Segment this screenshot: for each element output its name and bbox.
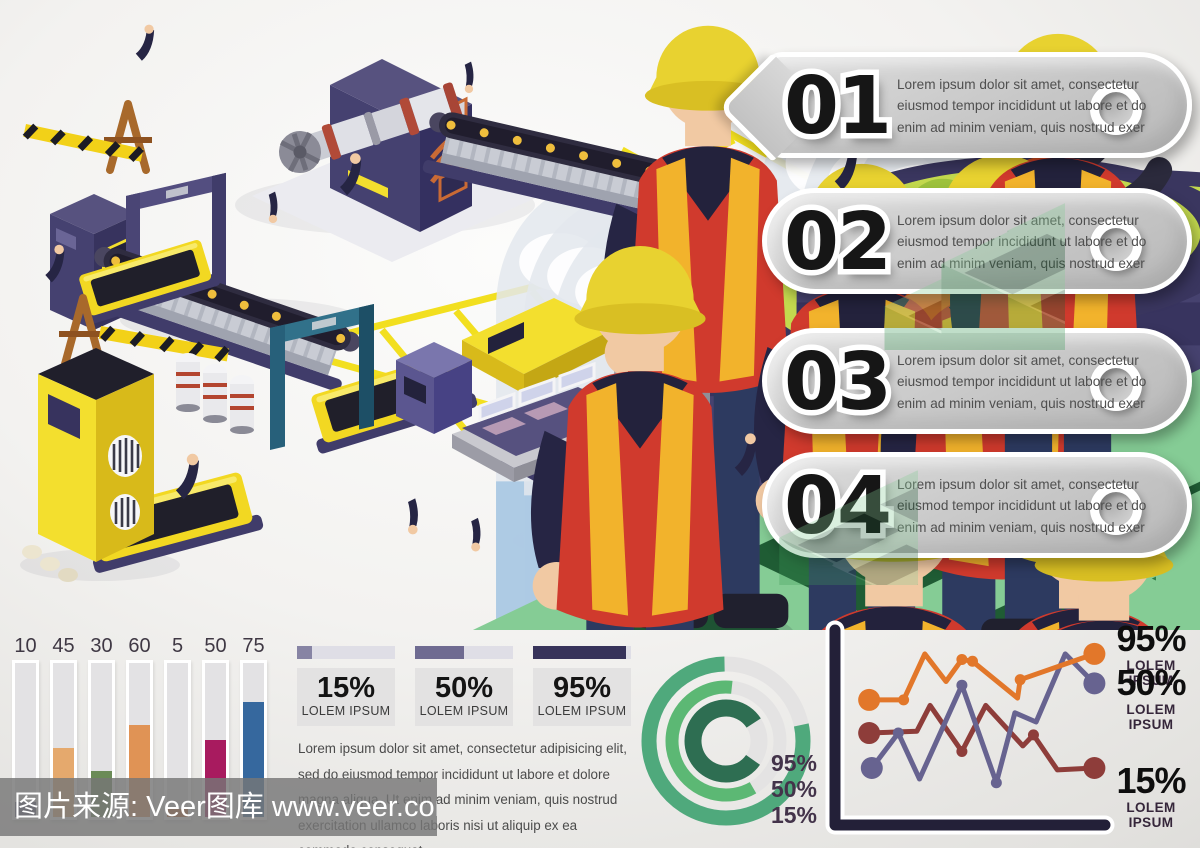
progress-track xyxy=(297,646,395,659)
line-legend-15: 15% LOLEM IPSUM xyxy=(1116,760,1186,831)
line-legend-50: 50% LOLEM IPSUM xyxy=(1116,662,1186,733)
caution-trestles xyxy=(22,100,230,368)
step-text: Lorem ipsum dolor sit amet, consectetur … xyxy=(897,353,1147,411)
ring-icon xyxy=(1090,359,1142,411)
stat-box: 95% LOLEM IPSUM xyxy=(533,668,631,726)
step-number: 04 04 xyxy=(779,455,898,558)
progress-fill xyxy=(533,646,627,659)
bar-value-label: 50 xyxy=(204,635,227,657)
bar-value-label: 60 xyxy=(128,635,151,657)
axis xyxy=(829,624,1111,831)
ring-icon xyxy=(1090,219,1142,271)
stat-block: 15% LOLEM IPSUM xyxy=(297,646,395,726)
ring-icon xyxy=(1090,483,1142,535)
bar-value-label: 5 xyxy=(171,635,184,657)
step-banner-1: 01 01 Lorem ipsum dolor sit amet, consect… xyxy=(762,52,1192,158)
step-number: 01 01 xyxy=(779,55,898,158)
bar-value-label: 30 xyxy=(90,635,113,657)
bar-value-label: 10 xyxy=(14,635,37,657)
step-banner-4: 04 04 Lorem ipsum dolor sit amet, consect… xyxy=(762,452,1192,558)
donut-chart: 95% 50% 15% xyxy=(633,648,819,834)
progress-stats: 15% LOLEM IPSUM 50% LOLEM IPSUM 95% LOLE… xyxy=(297,646,631,726)
step-banner-2: 02 02 Lorem ipsum dolor sit amet, consect… xyxy=(762,188,1192,294)
step-number: 03 03 xyxy=(779,331,898,434)
stat-box: 15% LOLEM IPSUM xyxy=(297,668,395,726)
progress-track xyxy=(533,646,631,659)
line-legend-95: 95% LOLEM IPSUM xyxy=(1116,618,1186,689)
yellow-speaker-machine xyxy=(22,348,154,582)
step-number: 02 02 xyxy=(779,191,898,294)
step-banner-3: 03 03 Lorem ipsum dolor sit amet, consect… xyxy=(762,328,1192,434)
progress-track xyxy=(415,646,513,659)
step-text: Lorem ipsum dolor sit amet, consectetur … xyxy=(897,213,1147,271)
progress-fill xyxy=(297,646,312,659)
watermark: 图片来源: Veer图库 www.veer.com xyxy=(0,778,437,836)
step-text: Lorem ipsum dolor sit amet, consectetur … xyxy=(897,477,1147,535)
bar-value-label: 45 xyxy=(52,635,75,657)
line-chart xyxy=(818,620,1120,848)
teal-gate-frame xyxy=(270,303,374,450)
donut-labels: 95% 50% 15% xyxy=(770,750,817,828)
stat-block: 95% LOLEM IPSUM xyxy=(533,646,631,726)
stat-box: 50% LOLEM IPSUM xyxy=(415,668,513,726)
bar-value-label: 75 xyxy=(242,635,265,657)
stat-block: 50% LOLEM IPSUM xyxy=(415,646,513,726)
silo-tanks xyxy=(176,353,254,434)
step-text: Lorem ipsum dolor sit amet, consectetur … xyxy=(897,77,1147,135)
ring-icon xyxy=(1090,83,1142,135)
progress-fill xyxy=(415,646,464,659)
